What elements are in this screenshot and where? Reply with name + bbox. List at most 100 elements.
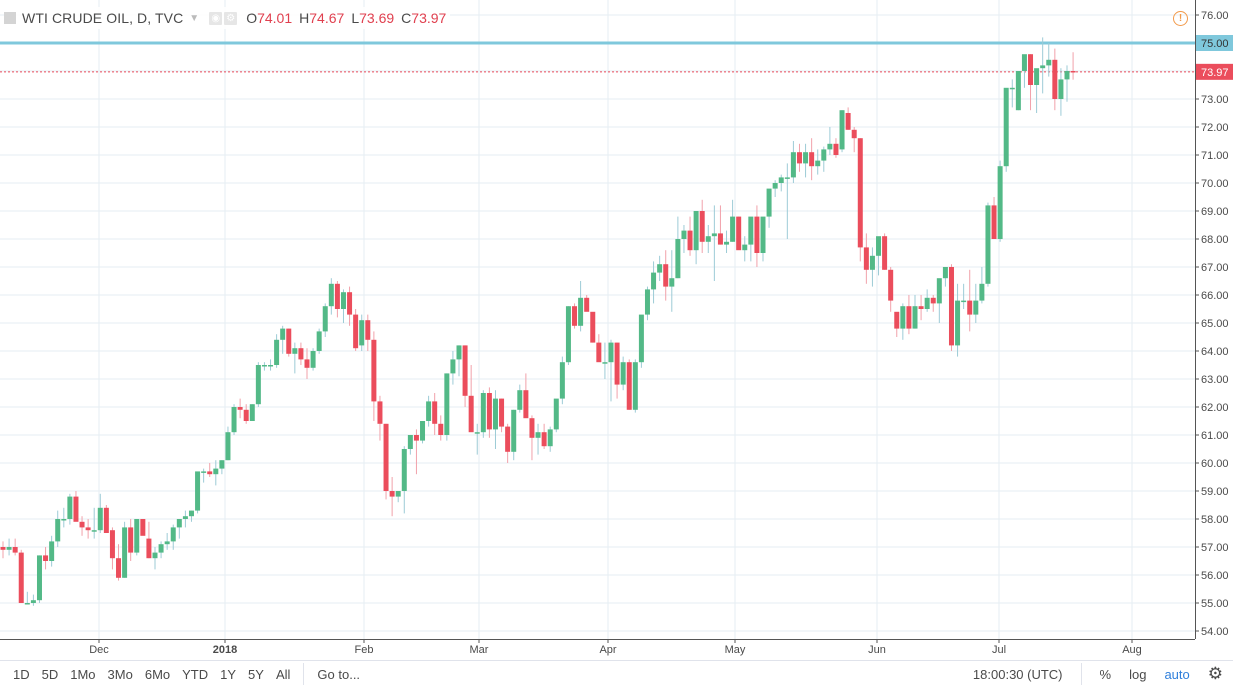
candle — [18, 549, 24, 603]
symbol-square-icon — [4, 12, 16, 24]
candle — [231, 404, 237, 435]
candle — [942, 267, 948, 287]
candle — [736, 216, 742, 251]
ohlc-close: C73.97 — [401, 10, 447, 26]
candle — [961, 283, 967, 309]
candle — [316, 328, 322, 354]
candle — [1070, 52, 1076, 80]
candle — [839, 110, 845, 153]
eye-icon[interactable]: ◉ — [209, 11, 223, 25]
auto-toggle[interactable]: auto — [1164, 666, 1190, 682]
candle — [67, 493, 73, 525]
candle — [24, 591, 30, 605]
candle — [79, 516, 85, 536]
candle — [43, 547, 49, 570]
candle — [693, 211, 699, 265]
candle — [407, 435, 413, 455]
candle — [760, 216, 766, 262]
candle — [724, 230, 730, 253]
candle — [511, 409, 517, 461]
candle — [377, 395, 383, 441]
range-ytd[interactable]: YTD — [182, 666, 209, 682]
last-price-badge — [1196, 63, 1233, 80]
candle — [480, 390, 486, 438]
chart-legend: WTI CRUDE OIL, D, TVC ▼ ◉ ⚙ O74.01 H74.6… — [4, 7, 451, 29]
candle — [717, 205, 723, 245]
clock-time[interactable]: 18:00:30 (UTC) — [972, 666, 1063, 682]
candle — [620, 356, 626, 391]
candle — [334, 281, 340, 318]
candle — [85, 519, 91, 539]
candle — [614, 342, 620, 399]
candle — [73, 491, 79, 522]
range-all[interactable]: All — [275, 666, 291, 682]
candle — [6, 538, 12, 556]
candle — [936, 278, 942, 323]
range-5d[interactable]: 5D — [41, 666, 59, 682]
candle — [967, 269, 973, 332]
candle — [213, 460, 219, 486]
candle — [1015, 71, 1021, 111]
range-1d[interactable]: 1D — [13, 666, 30, 682]
candle — [851, 127, 857, 153]
candle — [590, 311, 596, 343]
candle — [36, 555, 42, 603]
candle — [371, 331, 377, 421]
symbol-title[interactable]: WTI CRUDE OIL, D, TVC — [22, 10, 184, 26]
gear-icon[interactable]: ⚙ — [1207, 664, 1223, 683]
range-6mo[interactable]: 6Mo — [144, 666, 171, 682]
candle — [61, 507, 67, 528]
candle — [219, 460, 225, 475]
time-tick-label: Jul — [992, 644, 1006, 656]
candle — [857, 138, 863, 262]
percent-toggle[interactable]: % — [1099, 666, 1112, 682]
range-5y[interactable]: 5Y — [248, 666, 264, 682]
caret-down-icon[interactable]: ▼ — [189, 12, 200, 24]
goto-button[interactable]: Go to... — [317, 666, 361, 682]
candle — [948, 264, 954, 351]
price-tick-label: 73.00 — [1201, 94, 1229, 106]
candle — [365, 314, 371, 351]
range-1y[interactable]: 1Y — [220, 666, 237, 682]
candle — [1064, 65, 1070, 102]
candle — [450, 351, 456, 385]
candle — [869, 247, 875, 287]
candle — [523, 373, 529, 419]
toolbar-right: 18:00:30 (UTC) % log auto ⚙ — [973, 661, 1233, 687]
candle — [608, 339, 614, 402]
candlestick-chart[interactable]: 76.00 75.00 73.00 72.00 71.00 70.00 69.00 68.00… — [0, 0, 1233, 661]
candle — [991, 197, 997, 239]
candle — [626, 359, 632, 410]
candle — [444, 373, 450, 441]
candle — [559, 356, 565, 405]
price-tick-label: 72.00 — [1201, 122, 1229, 134]
warning-icon[interactable]: ! — [1173, 11, 1188, 26]
price-tick-label: 67.00 — [1201, 262, 1229, 274]
range-3mo[interactable]: 3Mo — [107, 666, 133, 682]
price-tick-label: 64.00 — [1201, 346, 1229, 358]
candle — [280, 325, 286, 354]
candle — [863, 233, 869, 284]
svg-text:73.97: 73.97 — [1201, 67, 1229, 79]
settings-icon[interactable]: ⚙ — [224, 11, 238, 25]
candle — [669, 250, 675, 312]
candle — [322, 303, 328, 337]
candle — [687, 216, 693, 256]
candle — [353, 309, 359, 351]
range-1mo[interactable]: 1Mo — [70, 666, 96, 682]
candle — [116, 544, 122, 581]
candle — [255, 362, 261, 407]
log-toggle[interactable]: log — [1129, 666, 1147, 682]
candle — [553, 398, 559, 433]
price-tick-label: 76.00 — [1201, 10, 1229, 22]
candle — [742, 236, 748, 262]
candle — [207, 463, 213, 477]
candle — [918, 295, 924, 321]
candle — [833, 138, 839, 158]
price-tick-label: 58.00 — [1201, 514, 1229, 526]
price-tick-label: 56.00 — [1201, 570, 1229, 582]
candle — [195, 471, 201, 514]
candle — [790, 141, 796, 183]
ohlc-high: H74.67 — [299, 10, 345, 26]
time-tick-label: 2018 — [213, 644, 237, 656]
